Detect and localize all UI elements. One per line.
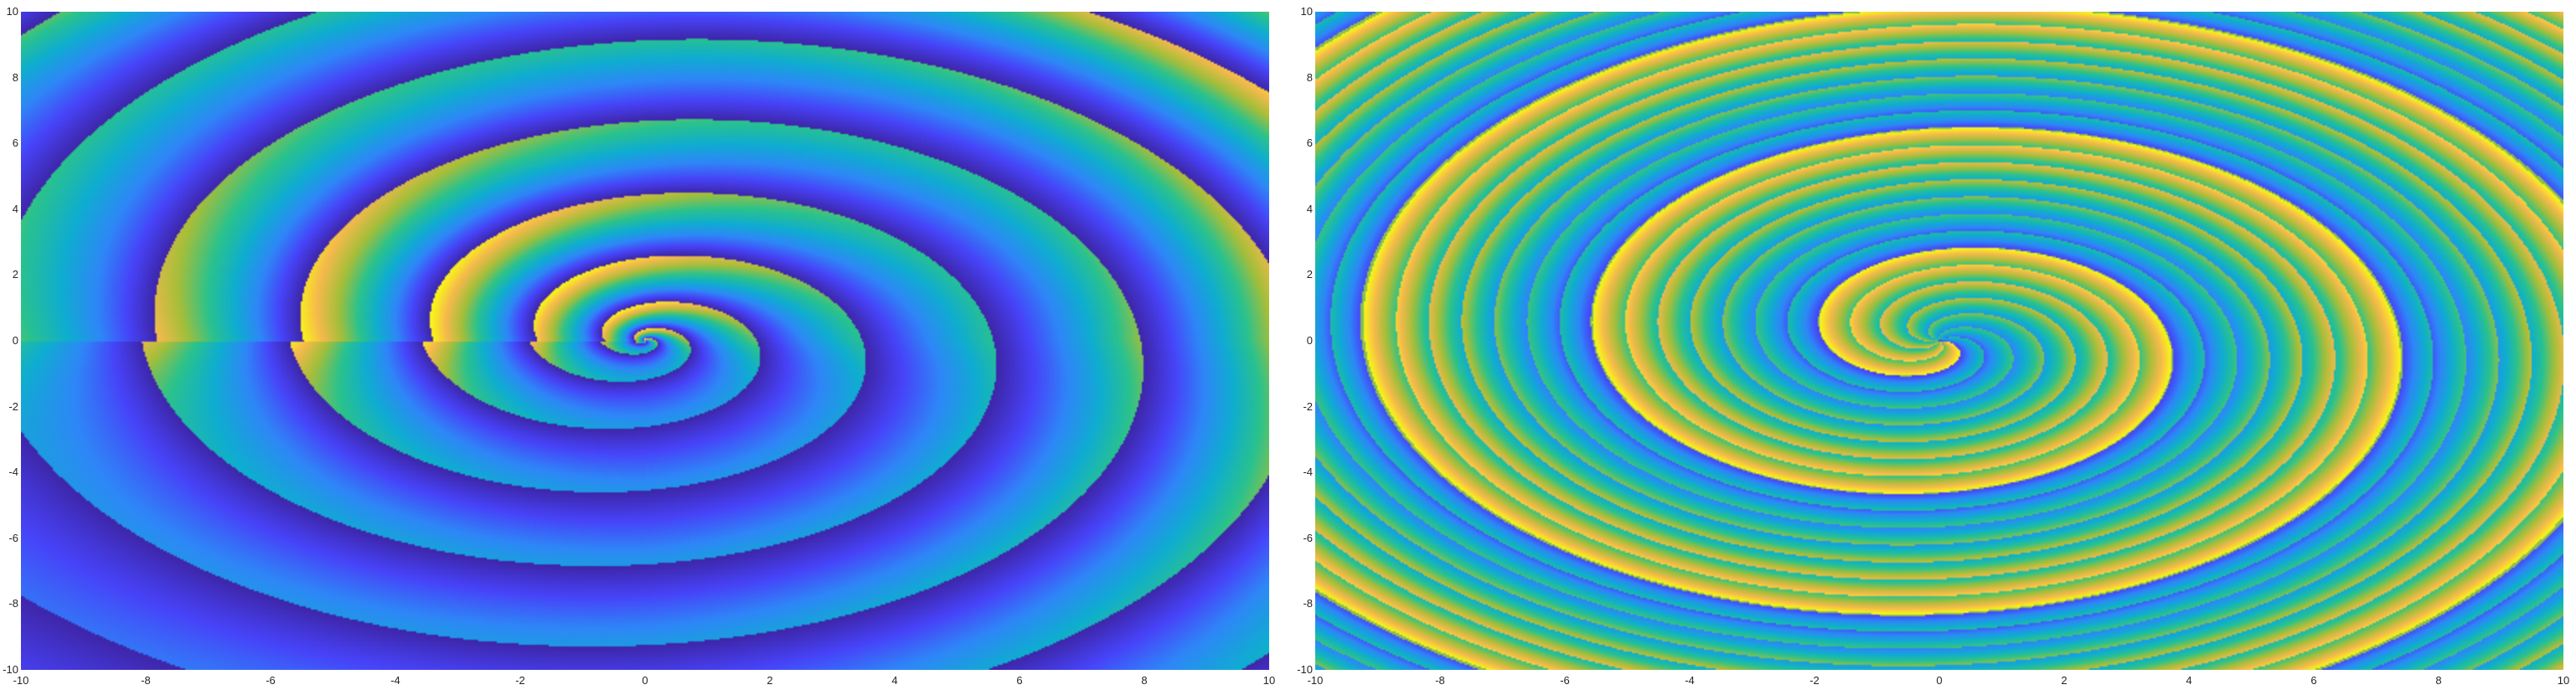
y-tick-label: -10 [3, 663, 18, 676]
y-tick-label: -6 [8, 531, 18, 544]
x-tick-label: 0 [1936, 674, 1943, 687]
y-tick-label: 6 [12, 136, 18, 150]
right-plot-area [1315, 12, 2563, 670]
y-tick-label: 8 [12, 70, 18, 84]
y-tick-label: 8 [1306, 70, 1313, 84]
x-tick-label: 2 [767, 674, 773, 687]
left-heatmap [21, 12, 1269, 670]
y-tick-label: -8 [8, 597, 18, 610]
y-tick-label: -8 [1303, 597, 1313, 610]
x-tick-label: -4 [1685, 674, 1695, 687]
x-tick-label: 2 [2061, 674, 2068, 687]
x-tick-label: -6 [266, 674, 276, 687]
x-tick-label: -10 [13, 674, 29, 687]
left-plot-area [21, 12, 1269, 670]
y-tick-label: -6 [1303, 531, 1313, 544]
y-tick-label: 0 [12, 334, 18, 347]
y-tick-label: -4 [8, 466, 18, 479]
y-tick-label: -10 [1297, 663, 1313, 676]
x-tick-label: 4 [891, 674, 898, 687]
x-tick-label: 6 [2310, 674, 2317, 687]
y-tick-label: 2 [1306, 268, 1313, 281]
y-tick-label: 6 [1306, 136, 1313, 150]
y-tick-label: 4 [1306, 202, 1313, 215]
left-chart-panel: -10 -8 -6 -4 -2 0 2 4 6 8 10 10 8 6 4 2 0 -2 -4 -6 -8 -10 [3, 5, 1276, 687]
right-chart-panel: -10 -8 -6 -4 -2 0 2 4 6 8 10 10 8 6 4 2 0 -2 -4 -6 -8 -10 [1290, 0, 2576, 695]
x-tick-label: 8 [2435, 674, 2442, 687]
y-tick-label: -2 [1303, 399, 1313, 413]
y-tick-label: -2 [8, 399, 18, 413]
y-tick-label: 0 [1306, 334, 1313, 347]
right-heatmap [1315, 12, 2563, 670]
x-tick-label: -2 [1809, 674, 1820, 687]
x-tick-label: 10 [1262, 674, 1276, 687]
x-tick-label: -8 [1435, 674, 1445, 687]
x-tick-label: -4 [390, 674, 400, 687]
y-tick-label: -4 [1303, 466, 1313, 479]
x-tick-label: 0 [642, 674, 648, 687]
x-tick-label: -8 [141, 674, 151, 687]
x-tick-label: 6 [1016, 674, 1023, 687]
y-tick-label: 10 [1300, 5, 1313, 18]
x-tick-label: -6 [1560, 674, 1570, 687]
x-tick-label: -2 [515, 674, 525, 687]
x-tick-label: 8 [1141, 674, 1148, 687]
x-tick-label: 4 [2186, 674, 2192, 687]
y-tick-label: 4 [12, 202, 18, 215]
x-tick-label: -10 [1307, 674, 1324, 687]
y-tick-label: 10 [6, 5, 18, 18]
y-tick-label: 2 [12, 268, 18, 281]
x-tick-label: 10 [2557, 674, 2570, 687]
